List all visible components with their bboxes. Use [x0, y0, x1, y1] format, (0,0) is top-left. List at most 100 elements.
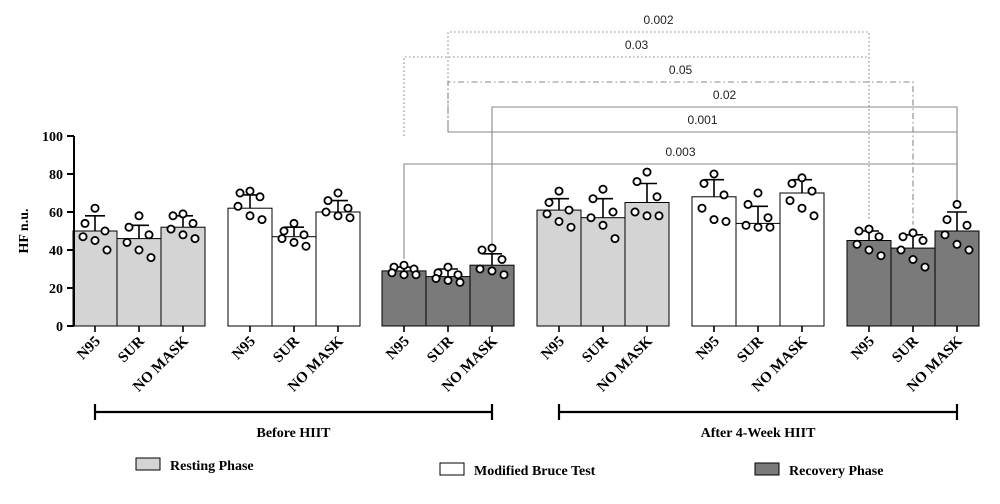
data-point [233, 201, 243, 211]
legend-label: Recovery Phase [789, 464, 883, 479]
p-value-label: 0.02 [713, 88, 737, 102]
data-point [642, 211, 652, 221]
bar [624, 202, 670, 327]
data-point [898, 232, 908, 242]
bar [580, 217, 626, 327]
legend-swatch [439, 462, 465, 476]
data-point [257, 215, 267, 225]
data-point [654, 211, 664, 221]
x-tick-label: N95 [229, 334, 259, 364]
data-point [80, 218, 90, 228]
y-tick-label: 60 [49, 206, 63, 221]
data-point [122, 237, 132, 247]
data-point [864, 224, 874, 234]
data-point [721, 216, 731, 226]
data-point [741, 220, 751, 230]
data-point [321, 207, 331, 217]
legend-label: Resting Phase [170, 459, 254, 474]
data-point [333, 188, 343, 198]
data-point [144, 230, 154, 240]
data-point [652, 192, 662, 202]
data-point [487, 266, 497, 276]
data-point [874, 232, 884, 242]
data-point [908, 254, 918, 264]
comparison-bracket [403, 163, 958, 260]
y-axis: 0 20 40 60 80 100 [42, 130, 75, 335]
data-point [124, 222, 134, 232]
data-point [542, 209, 552, 219]
x-tick-label: SUR [115, 333, 148, 366]
data-point [475, 264, 485, 274]
data-point [487, 243, 497, 253]
data-point [940, 230, 950, 240]
data-point [709, 215, 719, 225]
data-point [188, 218, 198, 228]
data-point [642, 167, 652, 177]
data-point [168, 211, 178, 221]
bar [735, 222, 781, 327]
comparison-brackets: 0.002 0.03 0.05 0.02 0.001 0.003 [403, 13, 958, 322]
data-point [90, 203, 100, 213]
data-point [952, 199, 962, 209]
data-point [608, 207, 618, 217]
legend-label: Modified Bruce Test [474, 464, 596, 479]
y-tick-label: 100 [42, 130, 63, 145]
data-point [630, 207, 640, 217]
data-point [753, 188, 763, 198]
data-point [699, 178, 709, 188]
data-point [809, 211, 819, 221]
data-point [387, 268, 397, 278]
x-tick-label: SUR [889, 333, 922, 366]
data-point [962, 220, 972, 230]
data-point [90, 235, 100, 245]
data-point [763, 213, 773, 223]
data-point [942, 215, 952, 225]
data-point [807, 186, 817, 196]
data-point [709, 169, 719, 179]
data-point [289, 218, 299, 228]
data-point [719, 190, 729, 200]
data-point [245, 186, 255, 196]
data-point [952, 239, 962, 249]
x-tick-label: N95 [848, 334, 878, 364]
data-point [864, 245, 874, 255]
p-value-label: 0.002 [643, 13, 673, 27]
data-point [100, 226, 110, 236]
data-point [190, 234, 200, 244]
data-point [588, 194, 598, 204]
data-point [279, 226, 289, 236]
data-point [166, 224, 176, 234]
data-point [178, 209, 188, 219]
data-point [255, 192, 265, 202]
data-point [343, 203, 353, 213]
x-tick-label: SUR [734, 333, 767, 366]
data-point [299, 230, 309, 240]
data-point [134, 245, 144, 255]
data-point [566, 222, 576, 232]
legend: Resting Phase Modified Bruce Test Recovery… [135, 457, 883, 479]
p-value-label: 0.05 [669, 63, 693, 77]
y-tick-label: 80 [49, 168, 63, 183]
data-point [146, 253, 156, 263]
data-point [920, 262, 930, 272]
data-point [78, 232, 88, 242]
x-tick-label: N95 [383, 334, 413, 364]
data-point [797, 173, 807, 183]
data-point [178, 230, 188, 240]
data-point [477, 245, 487, 255]
bars [72, 167, 980, 327]
data-point [102, 245, 112, 255]
data-point [497, 254, 507, 264]
data-point [544, 197, 554, 207]
bar [271, 236, 317, 327]
data-point [333, 211, 343, 221]
data-point [876, 251, 886, 261]
data-point [443, 262, 453, 272]
x-tick-label: SUR [270, 333, 303, 366]
bar [72, 230, 118, 327]
data-point [443, 275, 453, 285]
data-point [586, 213, 596, 223]
